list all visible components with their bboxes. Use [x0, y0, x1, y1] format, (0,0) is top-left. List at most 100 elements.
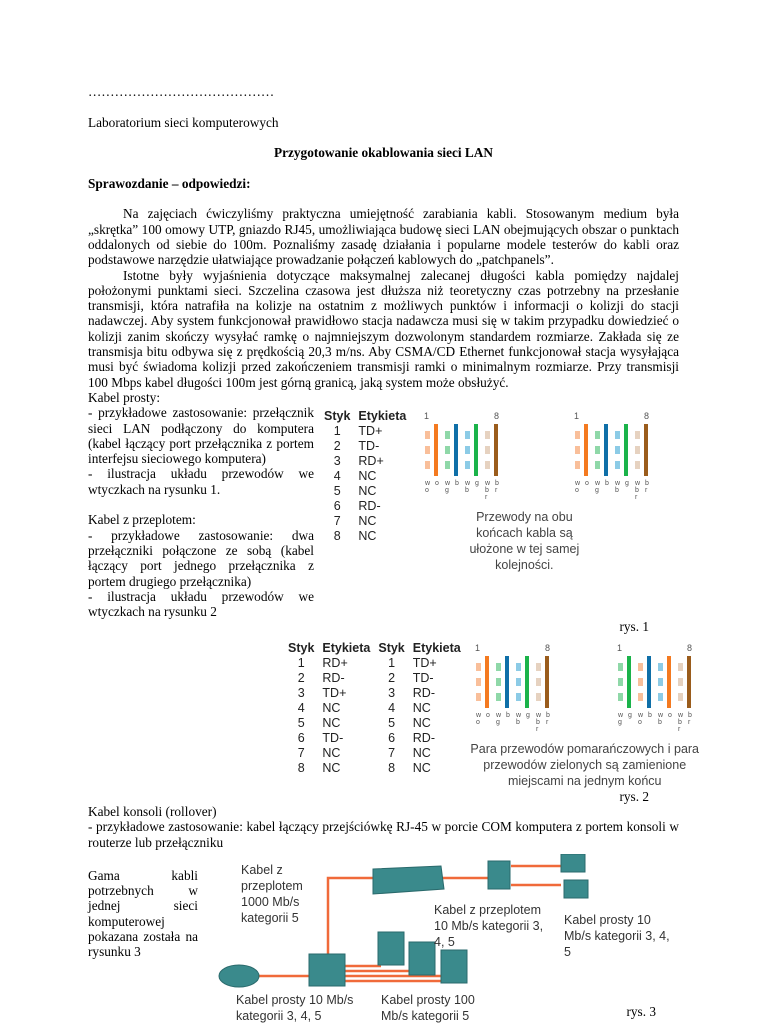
pin-number: 7 [297, 745, 305, 760]
pin-label: NC [412, 715, 431, 730]
pin-first-label: 1 [475, 643, 480, 653]
paragraph-2: Istotne były wyjaśnienia dotyczące maksy… [88, 267, 679, 390]
pin-row: 8 NC [374, 761, 464, 776]
straight-use: - przykładowe zastosowanie: przełącznik … [88, 405, 314, 467]
svg-text:w: w [515, 712, 522, 719]
pin-label: TD- [412, 670, 434, 685]
col-etykieta: Etykieta [412, 640, 461, 655]
wire-g: g [524, 655, 530, 719]
lab-name: Laboratorium sieci komputerowych [88, 114, 279, 130]
svg-text:r: r [536, 726, 539, 733]
svg-text:w: w [634, 480, 641, 487]
pin-number: 2 [388, 670, 396, 685]
fig3-network-diagram [218, 853, 589, 988]
wire-br: br [544, 655, 550, 726]
pin-row: 1 RD+ [284, 656, 374, 671]
svg-text:g: g [475, 480, 479, 487]
wire-wg: wg [495, 662, 502, 726]
svg-text:g: g [618, 719, 622, 726]
server-icon [377, 931, 405, 966]
svg-text:w: w [475, 712, 482, 719]
col-styk: Styk [378, 640, 405, 655]
pin-row: 4 NC [374, 701, 464, 716]
page-title: Przygotowanie okablowania sieci LAN [273, 145, 494, 161]
fig3-label-crossover-1000: Kabel z przeplotem 1000 Mb/s kategorii 5 [241, 862, 303, 925]
svg-text:w: w [484, 480, 491, 487]
wire-br: br [494, 424, 499, 494]
svg-text:b: b [485, 487, 489, 494]
pin-row: 6 RD- [320, 499, 410, 514]
wire-wg: wg [444, 431, 451, 494]
pin-row: 2 RD- [284, 671, 374, 686]
svg-text:r: r [495, 487, 498, 494]
pin-row: 3 RD- [374, 686, 464, 701]
svg-text:w: w [574, 480, 581, 487]
wire-wbr: wbr [535, 662, 542, 733]
svg-text:w: w [464, 480, 471, 487]
fig3-label: rys. 3 [626, 1003, 656, 1019]
wire-wo: wo [424, 431, 431, 494]
wire-o: o [666, 655, 672, 719]
pin-row: 2 TD- [320, 439, 410, 454]
server-icon [440, 949, 468, 984]
pin-row: 2 TD- [374, 671, 464, 686]
svg-text:b: b [455, 480, 459, 487]
pin-label: NC [322, 700, 341, 715]
svg-text:o: o [476, 719, 480, 726]
cross-illustration: - ilustracja układu przewodów we wtyczka… [88, 588, 314, 620]
wire-wb: wb [515, 662, 522, 726]
cable-types-section: - przykładowe zastosowanie: przełącznik … [88, 405, 679, 619]
svg-text:w: w [614, 480, 621, 487]
pin-number: 7 [388, 745, 396, 760]
svg-text:b: b [615, 487, 619, 494]
pin-label: NC [358, 469, 377, 484]
pin-row: 5 NC [374, 716, 464, 731]
svg-text:g: g [445, 487, 449, 494]
pin-label: NC [358, 484, 377, 499]
pin-first-label: 1 [574, 411, 579, 421]
svg-text:o: o [668, 712, 672, 719]
paragraph-1: Na zajęciach ćwiczyliśmy praktyczna umie… [88, 206, 679, 268]
wire-wo: wo [475, 662, 482, 726]
col-styk: Styk [324, 409, 351, 424]
svg-text:r: r [688, 719, 691, 726]
svg-text:g: g [625, 480, 629, 487]
cable-types-text: - przykładowe zastosowanie: przełącznik … [88, 405, 314, 619]
wire-g: g [626, 655, 632, 719]
wire-wg: wg [617, 662, 624, 726]
pc-icon [560, 853, 586, 873]
pin-row: 8 NC [320, 529, 410, 544]
fig1-caption: Przewody na obu końcach kabla są ułożone… [469, 510, 580, 573]
pin-row: 6 RD- [374, 731, 464, 746]
wire-o: o [434, 424, 439, 487]
pin-last-label: 8 [644, 411, 649, 421]
pin-number: 2 [297, 670, 305, 685]
svg-text:b: b [635, 487, 639, 494]
pin-label: RD- [358, 499, 381, 514]
fig3-label-crossover-10: Kabel z przeplotem 10 Mb/s kategorii 3, … [434, 902, 544, 949]
pin-row: 7 NC [284, 746, 374, 761]
pin-label: NC [322, 715, 341, 730]
pin-number: 4 [297, 700, 305, 715]
wire-wg: wg [594, 431, 601, 494]
pin-row: 3 TD+ [284, 686, 374, 701]
col-etykieta: Etykieta [322, 640, 371, 655]
pin-number: 3 [333, 454, 341, 469]
wire-wo: wo [574, 431, 581, 494]
pin-label: TD- [358, 439, 380, 454]
svg-text:b: b [495, 480, 499, 487]
svg-text:g: g [496, 719, 500, 726]
svg-text:b: b [605, 480, 609, 487]
svg-text:b: b [678, 719, 682, 726]
wire-g: g [474, 424, 479, 487]
console-heading: Kabel konsoli (rollover) [88, 803, 217, 819]
pin-label: RD- [412, 685, 435, 700]
pin-number: 2 [333, 439, 341, 454]
svg-text:r: r [635, 494, 638, 501]
pin-label: TD- [322, 730, 344, 745]
col-styk: Styk [288, 640, 315, 655]
pin-number: 6 [333, 499, 341, 514]
svg-text:o: o [435, 480, 439, 487]
svg-text:w: w [637, 712, 644, 719]
